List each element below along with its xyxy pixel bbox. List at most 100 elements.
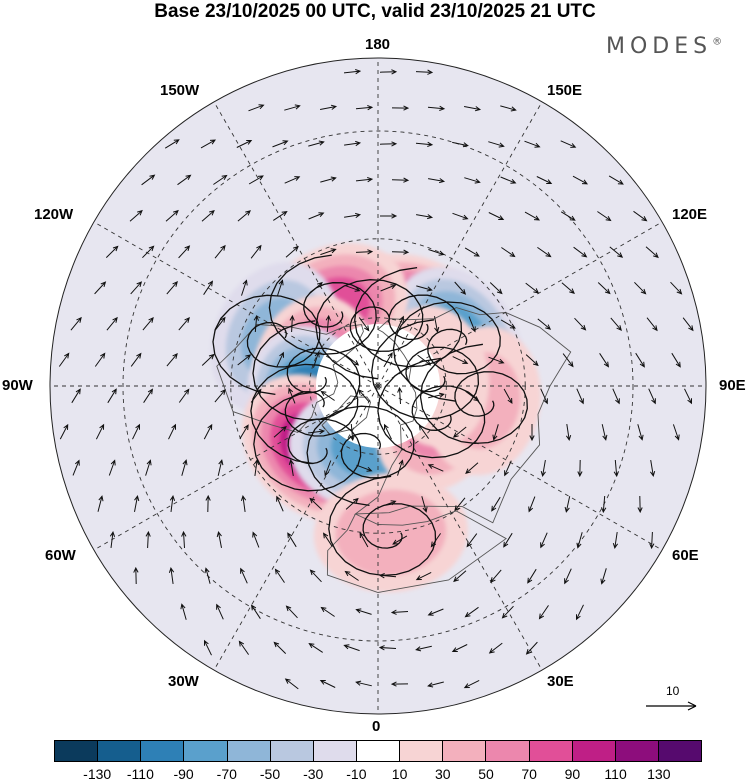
wind-arrow bbox=[418, 424, 430, 439]
wind-arrow bbox=[378, 645, 397, 651]
wind-arrow bbox=[384, 423, 392, 440]
wind-arrow bbox=[237, 210, 251, 222]
wind-arrow bbox=[428, 249, 445, 256]
continent-outline bbox=[321, 395, 371, 435]
streamlines bbox=[212, 254, 528, 577]
meridian-line bbox=[93, 221, 379, 387]
wind-arrow bbox=[277, 279, 284, 296]
wind-arrow bbox=[358, 317, 370, 332]
continent-outline bbox=[216, 323, 364, 433]
wind-arrow bbox=[94, 281, 107, 295]
colorbar-tick-label: -10 bbox=[346, 766, 367, 782]
wind-arrow bbox=[573, 246, 588, 258]
colorbar-swatch bbox=[226, 741, 270, 761]
wind-arrow bbox=[238, 640, 250, 655]
colorbar-tick-label: 70 bbox=[521, 766, 537, 782]
wind-arrow bbox=[72, 459, 80, 476]
graticule bbox=[50, 58, 706, 714]
wind-arrow bbox=[488, 642, 503, 654]
meridian-line bbox=[377, 221, 663, 387]
wind-arrow bbox=[415, 141, 434, 147]
wind-arrow bbox=[313, 351, 320, 368]
wind-arrow bbox=[308, 140, 325, 147]
wind-arrow bbox=[164, 139, 180, 149]
wind-arrow bbox=[237, 354, 252, 366]
wind-arrow bbox=[141, 174, 156, 186]
wind-arrow bbox=[488, 141, 505, 148]
wind-arrow bbox=[324, 460, 332, 477]
wind-arrow bbox=[168, 566, 175, 584]
wind-arrow bbox=[415, 571, 432, 581]
chart-title: Base 23/10/2025 00 UTC, valid 23/10/2025… bbox=[154, 1, 596, 22]
colorbar-swatch bbox=[355, 741, 400, 761]
lon-label-120e: 120E bbox=[672, 206, 708, 223]
wind-arrow bbox=[452, 212, 469, 220]
wind-arrow bbox=[427, 608, 444, 616]
brand-mark: ® bbox=[712, 36, 723, 48]
wind-arrow bbox=[355, 249, 374, 255]
wind-arrow bbox=[464, 247, 480, 257]
wind-arrow bbox=[540, 460, 546, 478]
wind-arrow bbox=[416, 285, 433, 292]
colorbar-swatch bbox=[571, 741, 615, 761]
wind-arrow bbox=[416, 214, 434, 220]
wind-arrow bbox=[452, 141, 469, 148]
wind-arrow bbox=[564, 568, 572, 585]
wind-arrow bbox=[320, 176, 337, 183]
wind-arrow bbox=[465, 462, 479, 474]
wind-arrow bbox=[601, 424, 608, 441]
wind-arrow bbox=[343, 644, 360, 652]
wind-arrow bbox=[672, 424, 680, 441]
wind-arrow bbox=[600, 568, 607, 585]
wind-arrow bbox=[308, 642, 323, 653]
wind-arrow bbox=[597, 282, 611, 295]
wind-arrow bbox=[248, 175, 264, 185]
wind-arrow bbox=[415, 69, 434, 75]
meridian-line bbox=[93, 385, 379, 551]
streamline bbox=[370, 319, 480, 420]
wind-arrow bbox=[129, 209, 143, 222]
wind-arrow bbox=[253, 314, 259, 333]
wind-arrow bbox=[58, 352, 70, 367]
wind-arrow bbox=[540, 388, 548, 405]
wind-arrow bbox=[454, 281, 467, 295]
wind-arrow bbox=[397, 386, 403, 405]
wind-arrow bbox=[379, 141, 398, 147]
wind-arrow bbox=[428, 178, 446, 184]
wind-arrow bbox=[358, 389, 370, 403]
wind-arrow bbox=[466, 533, 478, 548]
streamline bbox=[268, 254, 377, 355]
colorbar bbox=[54, 740, 702, 762]
colorbar-swatch bbox=[614, 741, 658, 761]
wind-arrow bbox=[427, 681, 444, 688]
wind-arrow bbox=[200, 139, 217, 149]
wind-arrow bbox=[130, 352, 142, 367]
lon-label-60w: 60W bbox=[45, 547, 76, 564]
wind-arrow bbox=[213, 174, 228, 185]
wind-arrow bbox=[452, 356, 469, 364]
wind-arrow bbox=[201, 209, 215, 222]
map-border bbox=[49, 57, 707, 715]
wind-arrow bbox=[272, 140, 289, 148]
wind-arrow bbox=[529, 424, 535, 442]
wind-arrow bbox=[288, 387, 296, 404]
wind-arrow bbox=[319, 680, 336, 688]
wind-arrow bbox=[378, 573, 397, 579]
wind-arrow bbox=[560, 140, 577, 148]
wind-arrow bbox=[525, 641, 538, 655]
wind-arrow bbox=[504, 460, 512, 477]
wind-arrow bbox=[108, 459, 116, 476]
wind-arrow bbox=[525, 354, 539, 367]
wind-arrow bbox=[453, 570, 467, 583]
wind-arrow bbox=[464, 177, 481, 184]
wind-arrow bbox=[181, 530, 187, 549]
lon-label-30e: 30E bbox=[547, 673, 574, 690]
wind-arrow bbox=[284, 104, 301, 111]
coastlines bbox=[216, 307, 572, 593]
reference-vector bbox=[646, 701, 697, 711]
wind-arrow bbox=[468, 316, 476, 333]
wind-arrow bbox=[391, 177, 410, 183]
wind-arrow bbox=[344, 140, 362, 147]
wind-arrow bbox=[236, 140, 253, 148]
wind-arrow bbox=[561, 282, 575, 294]
